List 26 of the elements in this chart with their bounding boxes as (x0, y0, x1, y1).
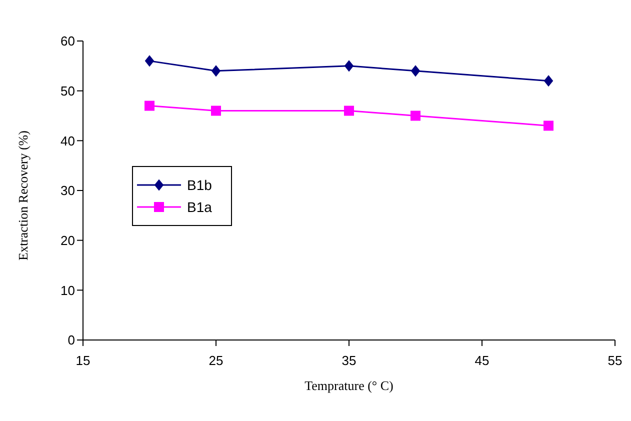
y-tick-label: 20 (60, 232, 75, 248)
point (145, 55, 154, 66)
legend-label: B1a (187, 199, 212, 215)
y-tick-label: 50 (60, 83, 75, 98)
point (411, 65, 420, 76)
y-tick-label: 60 (60, 34, 75, 49)
point (344, 106, 354, 116)
point (144, 100, 154, 111)
point (211, 106, 221, 116)
y-tick-label: 40 (60, 133, 75, 148)
y-tick-label: 0 (68, 332, 75, 348)
x-axis-title: Temprature (° C) (304, 378, 394, 393)
point (410, 110, 420, 121)
point (344, 60, 354, 72)
y-tick-label: 30 (60, 183, 75, 198)
x-tick-label: 45 (474, 353, 490, 368)
point (212, 65, 220, 76)
legend-label: B1b (187, 177, 212, 193)
point (544, 75, 553, 86)
y-tick-label: 10 (60, 282, 75, 298)
x-tick-label: 25 (208, 353, 224, 368)
y-axis-title: Extraction Recovery (%) (16, 130, 31, 260)
point (544, 120, 554, 131)
x-tick-label: 35 (342, 353, 356, 368)
x-tick-label: 15 (76, 353, 90, 368)
x-tick-label: 55 (608, 353, 622, 368)
